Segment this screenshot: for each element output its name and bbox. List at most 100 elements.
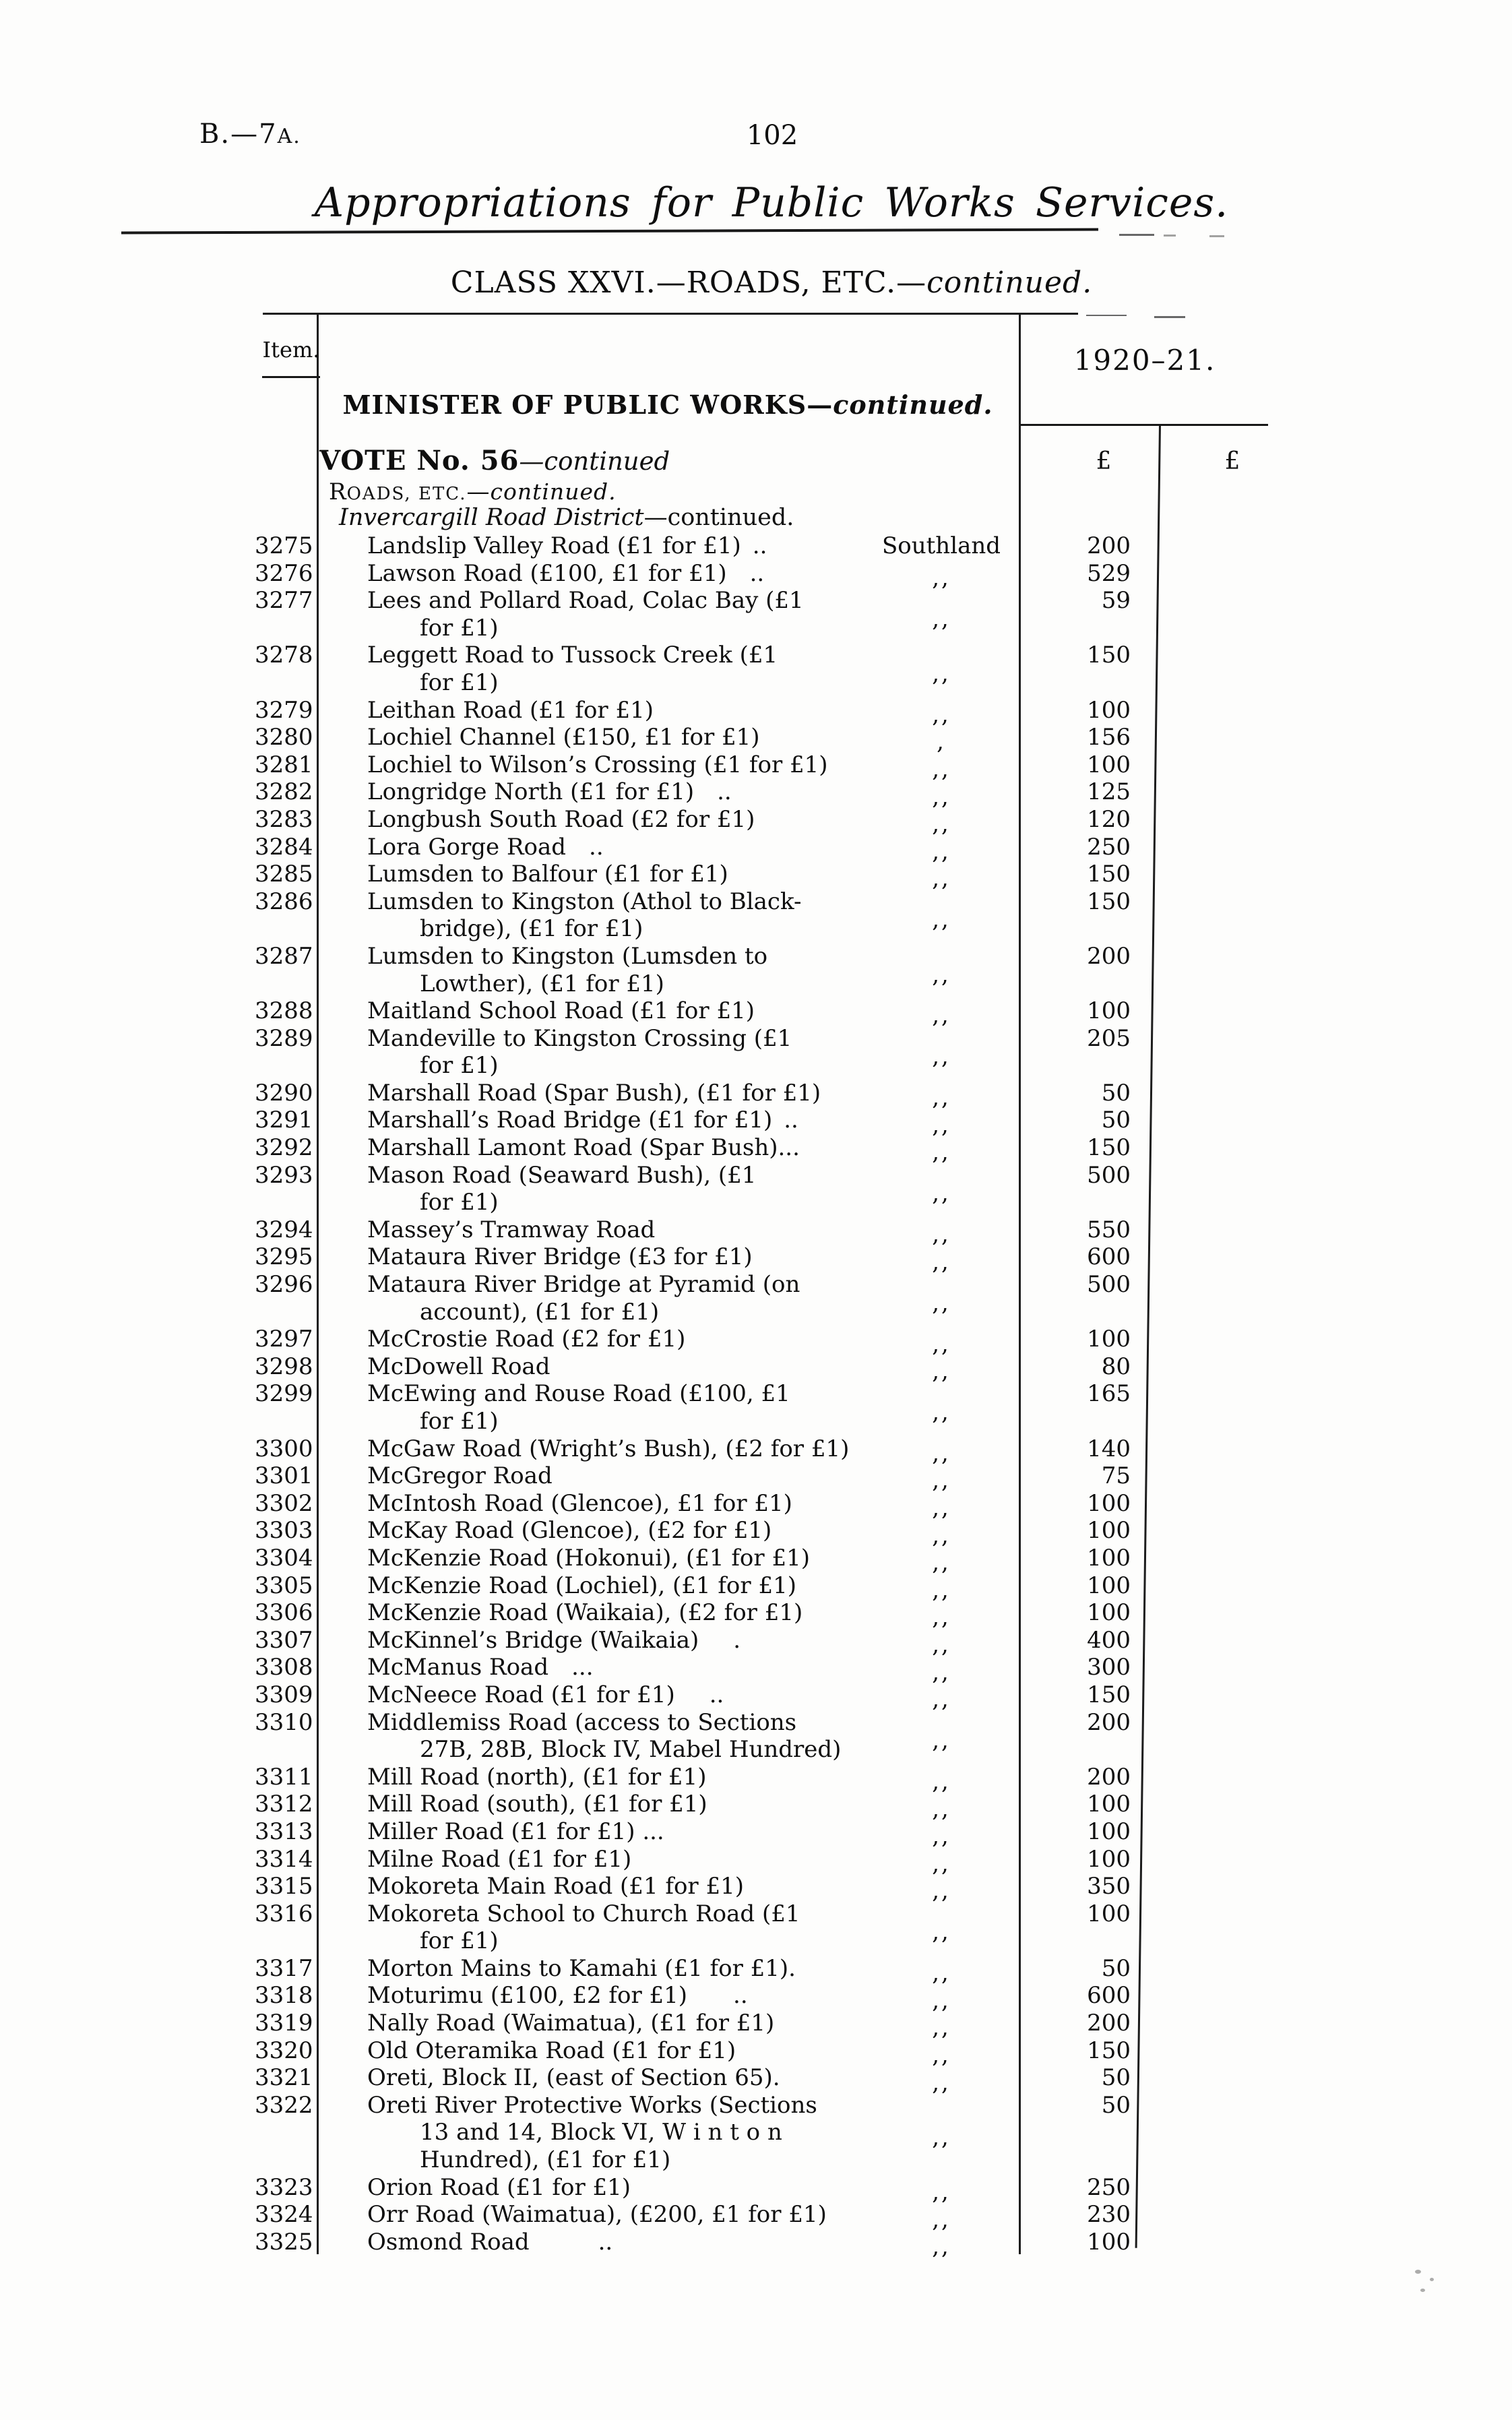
amount-1920-21: 200 <box>1087 942 1131 970</box>
amount-1920-21: 75 <box>1101 1462 1131 1490</box>
table-row: 3311 Mill Road (north), (£1 for £1) ,, 2… <box>0 1763 1512 1795</box>
table-row: 3306 McKenzie Road (Waikaia), (£2 for £1… <box>0 1599 1512 1631</box>
amount-1920-21: 230 <box>1087 2201 1131 2229</box>
item-number: 3286 <box>255 888 313 915</box>
item-description: Morton Mains to Kamahi (£1 for £1). <box>367 1954 796 1982</box>
location-cell: ,, <box>932 838 951 865</box>
item-number: 3277 <box>255 587 313 615</box>
table-row: 3313 Miller Road (£1 for £1) ... ,, 100 <box>0 1818 1512 1850</box>
item-number: 3294 <box>255 1216 313 1243</box>
location-cell: ,, <box>932 1522 951 1549</box>
item-description: Middlemiss Road (access to Sections 27B, … <box>367 1708 842 1764</box>
amount-1920-21: 50 <box>1101 1954 1131 1982</box>
year-column-header: 1920–21. <box>1073 344 1216 377</box>
item-description: McKenzie Road (Hokonui), (£1 for £1) <box>367 1544 810 1572</box>
class-heading: CLASS XXVI.—ROADS, ETC.—continued. <box>450 266 1093 300</box>
item-number: 3284 <box>255 833 313 861</box>
location-cell: ,, <box>932 1220 951 1248</box>
table-row: 3293 Mason Road (Seaward Bush), (£1 for £… <box>0 1162 1512 1216</box>
table-row: 3277 Lees and Pollard Road, Colac Bay (£… <box>0 587 1512 642</box>
amount-1920-21: 100 <box>1087 1791 1131 1818</box>
table-row: 3323 Orion Road (£1 for £1) ,, 250 <box>0 2173 1512 2206</box>
table-row: 3286 Lumsden to Kingston (Athol to Black… <box>0 888 1512 943</box>
item-number: 3296 <box>255 1271 313 1299</box>
item-description: Orion Road (£1 for £1) <box>367 2173 631 2201</box>
item-description: Maitland School Road (£1 for £1) <box>367 997 755 1025</box>
item-number: 3318 <box>255 1982 313 2010</box>
item-column-header: Item. <box>262 337 320 363</box>
location-cell: ,, <box>932 660 951 687</box>
location-cell: ,, <box>932 1289 951 1317</box>
item-number: 3281 <box>255 751 313 778</box>
item-description: McGregor Road <box>367 1462 553 1490</box>
location-cell: ,, <box>932 1795 951 1823</box>
item-description: Mason Road (Seaward Bush), (£1 for £1) <box>367 1161 757 1216</box>
item-number: 3299 <box>255 1380 313 1408</box>
location-cell: ,, <box>932 1357 951 1385</box>
table-row: 3312 Mill Road (south), (£1 for £1) ,, 1… <box>0 1791 1512 1822</box>
table-row: 3295 Mataura River Bridge (£3 for £1) ,,… <box>0 1243 1512 1275</box>
ink-artifact <box>1415 2270 1421 2274</box>
amount-1920-21: 500 <box>1087 1271 1131 1299</box>
item-description: Orr Road (Waimatua), (£200, £1 for £1) <box>367 2201 827 2229</box>
table-row: 3310 Middlemiss Road (access to Sections… <box>0 1709 1512 1764</box>
amount-1920-21: 200 <box>1087 2010 1131 2037</box>
district-subheading: Invercargill Road District—continued. <box>339 504 794 531</box>
location-cell: ,, <box>932 2123 951 2151</box>
location-cell: ,, <box>932 961 951 989</box>
item-description: Mokoreta School to Church Road (£1 for £1… <box>367 1900 800 1955</box>
item-number: 3319 <box>255 2010 313 2037</box>
item-number: 3275 <box>255 532 313 559</box>
item-number: 3287 <box>255 942 313 970</box>
item-description: McKenzie Road (Lochiel), (£1 for £1) <box>367 1572 796 1599</box>
item-number: 3285 <box>255 861 313 888</box>
title-rule-dash <box>1119 234 1154 236</box>
table-row: 3318 Moturimu (£100, £2 for £1) .. ,, 60… <box>0 1982 1512 2014</box>
table-row: 3294 Massey’s Tramway Road ,, 550 <box>0 1216 1512 1248</box>
item-description: Lumsden to Balfour (£1 for £1) <box>367 861 728 888</box>
location-cell: ,, <box>932 2041 951 2069</box>
amount-1920-21: 100 <box>1087 696 1131 724</box>
location-cell: ,, <box>932 1987 951 2014</box>
table-row: 3325 Osmond Road .. ,, 100 <box>0 2228 1512 2260</box>
item-number: 3295 <box>255 1243 313 1271</box>
item-description: McManus Road ... <box>367 1654 594 1681</box>
table-top-rule <box>263 313 1078 315</box>
location-cell: , <box>937 728 946 756</box>
item-description: Lochiel to Wilson’s Crossing (£1 for £1) <box>367 751 828 778</box>
amount-1920-21: 100 <box>1087 1599 1131 1627</box>
location-cell: ,, <box>932 2014 951 2042</box>
item-description: Mill Road (north), (£1 for £1) <box>367 1763 707 1791</box>
item-number: 3315 <box>255 1873 313 1900</box>
table-row: 3308 McManus Road ... ,, 300 <box>0 1654 1512 1685</box>
item-description: McGaw Road (Wright’s Bush), (£2 for £1) <box>367 1435 850 1462</box>
item-number: 3302 <box>255 1489 313 1517</box>
item-description: Landslip Valley Road (£1 for £1) .. <box>367 532 767 559</box>
location-cell: ,, <box>932 865 951 893</box>
location-cell: ,, <box>932 1330 951 1358</box>
location-cell: ,, <box>932 1248 951 1276</box>
item-description: Mataura River Bridge (£3 for £1) <box>367 1243 753 1271</box>
amount-1920-21: 100 <box>1087 2228 1131 2256</box>
page-title: Appropriations for Public Works Services… <box>314 179 1229 226</box>
amount-1920-21: 100 <box>1087 1900 1131 1927</box>
location-cell: ,, <box>932 1549 951 1576</box>
amount-1920-21: 100 <box>1087 1818 1131 1845</box>
item-description: Mataura River Bridge at Pyramid (on accou… <box>367 1271 800 1326</box>
table-row: 3280 Lochiel Channel (£150, £1 for £1) ,… <box>0 724 1512 755</box>
item-number: 3291 <box>255 1107 313 1134</box>
item-number: 3313 <box>255 1818 313 1845</box>
table-row: 3291 Marshall’s Road Bridge (£1 for £1) … <box>0 1107 1512 1138</box>
item-description: Lochiel Channel (£150, £1 for £1) <box>367 724 760 751</box>
table-row: 3324 Orr Road (Waimatua), (£200, £1 for … <box>0 2201 1512 2233</box>
item-description: Leggett Road to Tussock Creek (£1 for £1) <box>367 642 778 696</box>
item-number: 3312 <box>255 1791 313 1818</box>
table-row: 3290 Marshall Road (Spar Bush), (£1 for … <box>0 1080 1512 1111</box>
item-description: McCrostie Road (£2 for £1) <box>367 1326 686 1353</box>
location-cell: ,, <box>932 1604 951 1632</box>
item-description: Mandeville to Kingston Crossing (£1 for £… <box>367 1024 792 1080</box>
amount-1920-21: 150 <box>1087 2037 1131 2064</box>
location-cell: ,, <box>932 1139 951 1167</box>
item-number: 3323 <box>255 2173 313 2201</box>
item-description: Osmond Road .. <box>367 2228 613 2256</box>
